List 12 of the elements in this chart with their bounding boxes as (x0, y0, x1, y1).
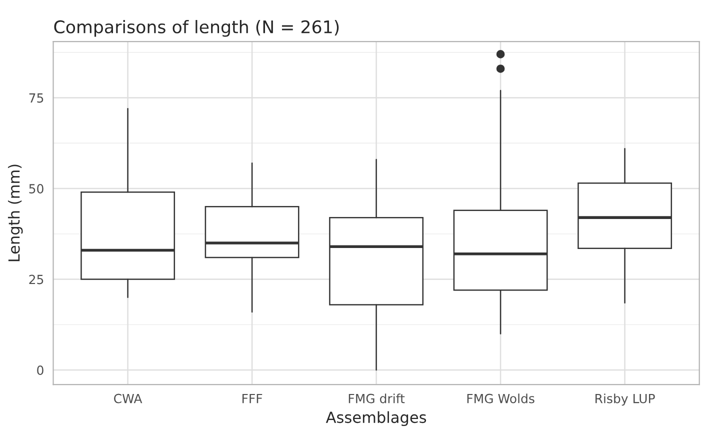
y-tick-label: 0 (37, 366, 44, 375)
x-tick-label: FFF (242, 394, 262, 404)
y-tick-label: 25 (29, 274, 44, 284)
chart-title: Comparisons of length (N = 261) (54, 20, 339, 37)
x-tick-label: Risby LUP (596, 394, 655, 406)
x-tick-label: FMG drift (348, 394, 405, 404)
x-tick-label: CWA (114, 394, 142, 404)
y-tick-label: 75 (29, 93, 44, 103)
x-tick-label: FMG Wolds (467, 394, 534, 404)
x-axis-title: Assemblages (326, 411, 426, 426)
y-axis-title: Length (mm) (8, 164, 23, 262)
y-tick-label: 50 (29, 184, 44, 194)
